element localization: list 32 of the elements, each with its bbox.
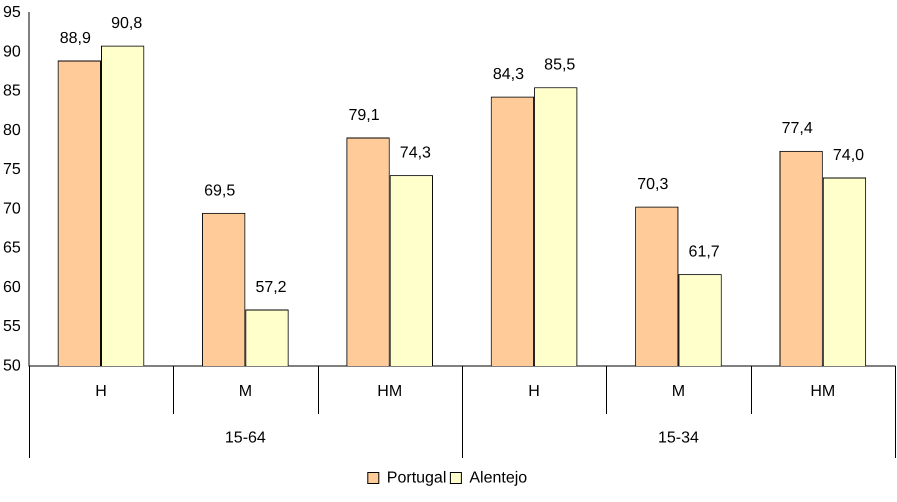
data-label: 74,3 [400,144,432,162]
data-label: 85,5 [544,56,576,74]
data-label: 70,3 [637,176,668,193]
x-tick-label: HM [377,383,402,400]
x-tick-label: M [238,383,252,400]
text: 15-34 [658,429,700,446]
y-tick-label: 80 [3,122,21,139]
x-tick-label: M [672,383,686,400]
data-label: 61,7 [688,244,720,261]
y-tick-label: 95 [3,4,21,22]
data-label: 74,0 [832,146,864,164]
y-tick-label: 55 [3,318,21,336]
x-tick-label: H [528,383,540,400]
data-label: 84,3 [492,66,524,84]
data-label: 77,4 [782,120,813,138]
data-label: 57,2 [255,278,287,296]
y-tick-label: 70 [3,200,21,218]
data-label: 88,9 [60,30,91,47]
x-tick-label: HM [810,383,836,400]
y-tick-label: 50 [3,357,21,374]
y-tick-label: 75 [3,161,21,178]
legend-label: Portugal [386,469,446,486]
x-tick-label: H [95,383,107,400]
data-label: 79,1 [348,106,380,124]
text: 15-64 [224,429,266,446]
y-tick-label: 60 [3,278,21,296]
legend-label: Alentejo [469,469,528,486]
y-tick-label: 90 [3,43,21,60]
data-label: 90,8 [111,14,142,32]
y-tick-label: 65 [3,240,21,257]
y-tick-label: 85 [3,82,21,100]
data-label: 69,5 [204,182,236,200]
